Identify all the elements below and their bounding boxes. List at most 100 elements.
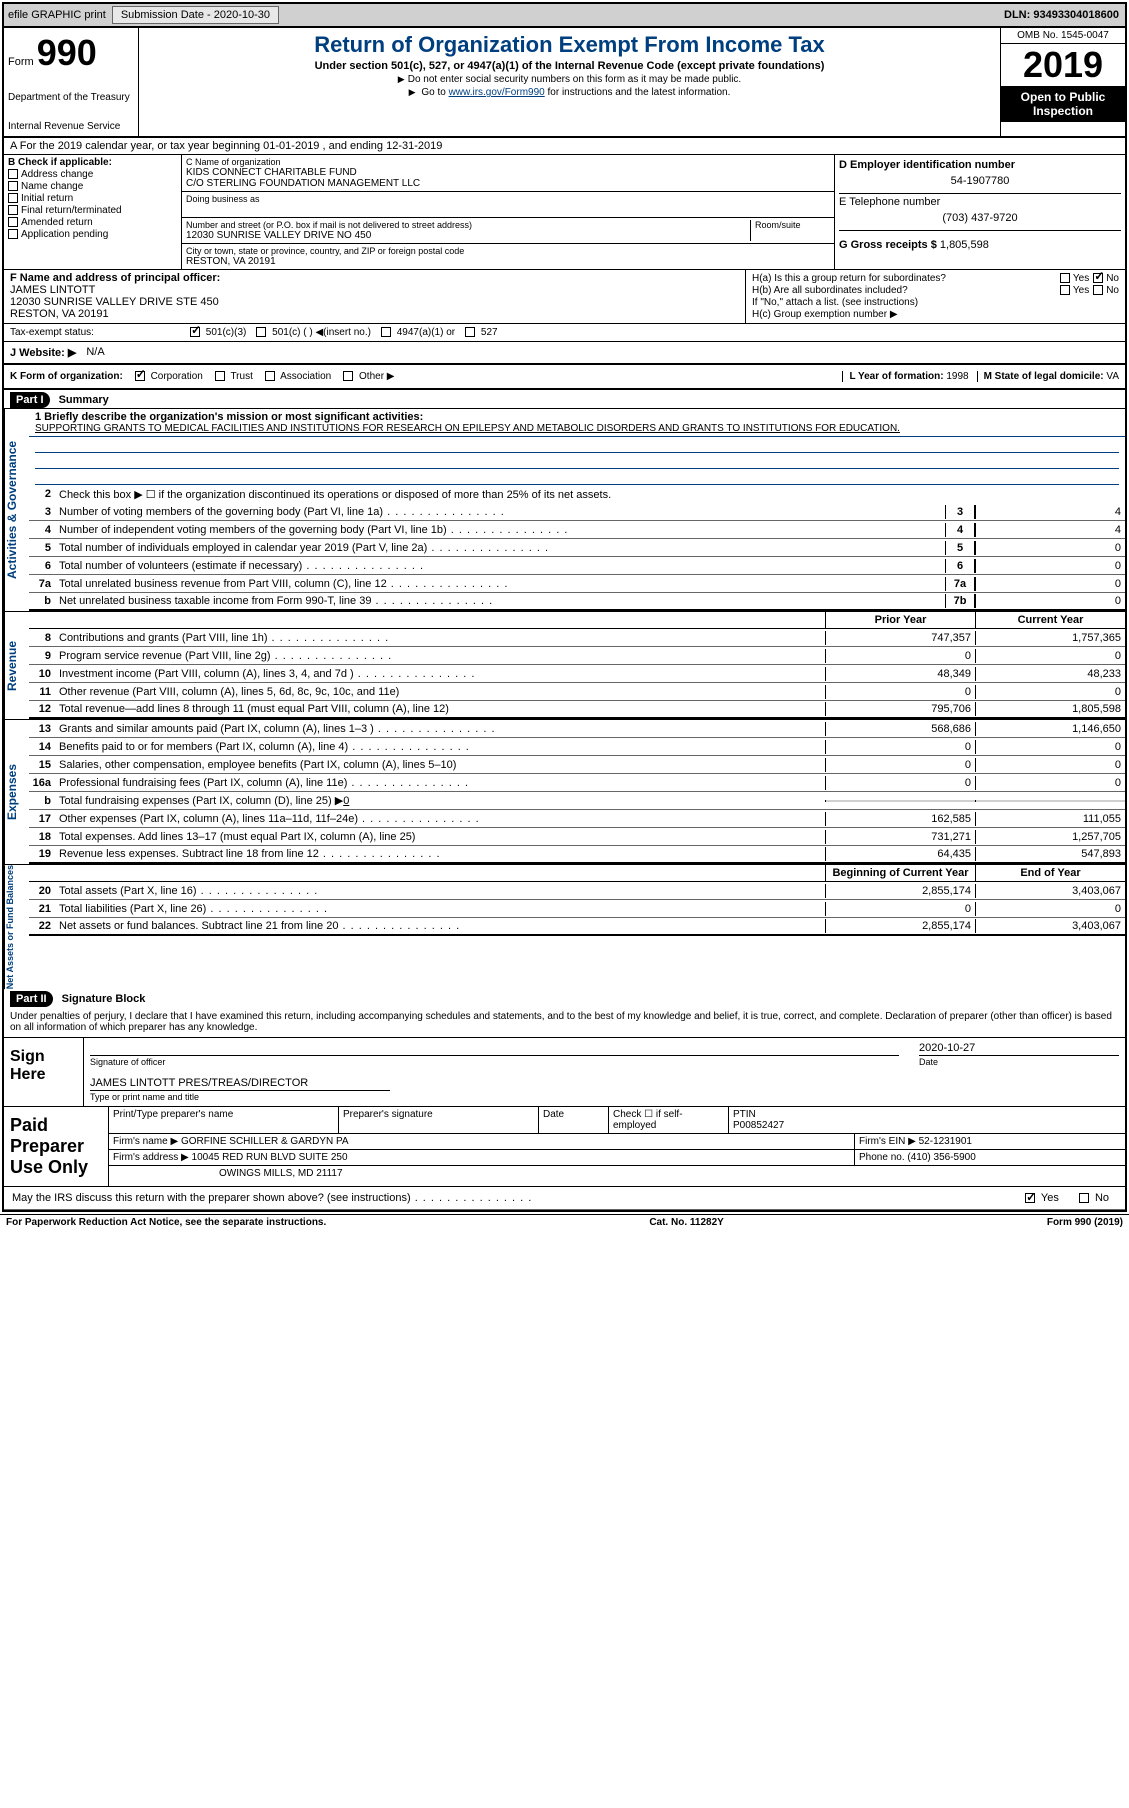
footer-left: For Paperwork Reduction Act Notice, see … [6,1217,326,1228]
header-right: OMB No. 1545-0047 2019 Open to Public In… [1000,28,1125,136]
prep-self-employed: Check ☐ if self-employed [609,1107,729,1133]
penalties-text: Under penalties of perjury, I declare th… [4,1007,1125,1038]
mission-block: 1 Briefly describe the organization's mi… [29,409,1125,437]
j-label: J Website: ▶ [10,346,76,359]
officer-addr2: RESTON, VA 20191 [10,308,739,320]
mission-text: SUPPORTING GRANTS TO MEDICAL FACILITIES … [35,423,1119,434]
ptin-label: PTIN [733,1109,1121,1120]
sig-date-label: Date [919,1057,1119,1067]
dept-irs: Internal Revenue Service [8,121,134,132]
discuss-yes[interactable] [1025,1193,1035,1203]
section-klm: K Form of organization: Corporation Trus… [4,365,1125,390]
phone: (703) 437-9720 [839,208,1121,228]
note-link: Go to www.irs.gov/Form990 for instructio… [143,87,996,98]
line2: Check this box ▶ ☐ if the organization d… [57,487,1125,502]
sig-officer-label: Signature of officer [90,1057,899,1067]
discuss-no[interactable] [1079,1193,1089,1203]
website: N/A [86,346,104,359]
org-address: 12030 SUNRISE VALLEY DRIVE NO 450 [186,230,750,241]
part1-label: Part I [10,392,50,408]
section-i: Tax-exempt status: 501(c)(3) 501(c) ( ) … [4,324,1125,342]
col-begin: Beginning of Current Year [825,865,975,881]
ha-no-check[interactable] [1093,273,1103,283]
hb-note: If "No," attach a list. (see instruction… [752,297,1119,308]
section-governance: Activities & Governance 1 Briefly descri… [4,408,1125,611]
part1-header: Part I Summary [4,390,1125,408]
check-501c3[interactable] [190,327,200,337]
section-net-assets: Net Assets or Fund Balances Beginning of… [4,864,1125,989]
g-label: G Gross receipts $ [839,239,937,251]
header-left: Form 990 Department of the Treasury Inte… [4,28,139,136]
b-label: B Check if applicable: [8,157,177,168]
efile-label: efile GRAPHIC print [4,9,110,21]
paid-preparer-label: Paid Preparer Use Only [4,1107,109,1186]
dept-treasury: Department of the Treasury [8,92,134,103]
footer-right: Form 990 (2019) [1047,1217,1123,1228]
sign-here-label: Sign Here [4,1038,84,1106]
header-mid: Return of Organization Exempt From Incom… [139,28,1000,136]
ha-label: H(a) Is this a group return for subordin… [752,273,1056,284]
form-title: Return of Organization Exempt From Incom… [143,32,996,58]
section-c: C Name of organization KIDS CONNECT CHAR… [182,155,835,269]
dln: DLN: 93493304018600 [1004,9,1125,21]
paid-preparer-row: Paid Preparer Use Only Print/Type prepar… [4,1107,1125,1186]
mission-label: 1 Briefly describe the organization's mi… [35,411,1119,423]
f-label: F Name and address of principal officer: [10,272,739,284]
d-label: D Employer identification number [839,159,1121,171]
prep-date-label: Date [539,1107,609,1133]
footer-mid: Cat. No. 11282Y [649,1217,723,1228]
check-name-change[interactable]: Name change [8,181,177,192]
part2-label: Part II [10,991,53,1007]
section-expenses: Expenses 13Grants and similar amounts pa… [4,719,1125,864]
state-domicile: VA [1106,371,1119,382]
section-f: F Name and address of principal officer:… [4,270,745,323]
e-label: E Telephone number [839,196,1121,208]
footer: For Paperwork Reduction Act Notice, see … [0,1214,1129,1230]
addr-label: Number and street (or P.O. box if mail i… [186,220,750,230]
type-name-label: Type or print name and title [90,1092,1119,1102]
section-revenue: Revenue Prior YearCurrent Year 8Contribu… [4,611,1125,719]
check-pending[interactable]: Application pending [8,229,177,240]
hc-label: H(c) Group exemption number ▶ [752,309,1119,320]
check-amended[interactable]: Amended return [8,217,177,228]
officer-addr1: 12030 SUNRISE VALLEY DRIVE STE 450 [10,296,739,308]
open-inspection: Open to Public Inspection [1001,86,1125,122]
irs-link[interactable]: www.irs.gov/Form990 [449,87,545,98]
section-b: B Check if applicable: Address change Na… [4,155,182,269]
vtab-net-assets: Net Assets or Fund Balances [4,865,29,989]
form-990: efile GRAPHIC print Submission Date - 20… [2,2,1127,1212]
officer-name: JAMES LINTOTT [10,284,739,296]
line3-val: 4 [975,505,1125,519]
c-name-label: C Name of organization [186,157,830,167]
vtab-expenses: Expenses [4,720,29,864]
submission-date-button[interactable]: Submission Date - 2020-10-30 [112,6,279,24]
blank-line [35,437,1119,453]
form-label: Form [8,56,34,68]
sign-here-row: Sign Here Signature of officer 2020-10-2… [4,1038,1125,1107]
check-address-change[interactable]: Address change [8,169,177,180]
dba-label: Doing business as [186,194,830,204]
firm-addr: 10045 RED RUN BLVD SUITE 250 [192,1152,348,1163]
room-label: Room/suite [755,220,830,230]
sig-date: 2020-10-27 [919,1042,1119,1056]
section-h: H(a) Is this a group return for subordin… [745,270,1125,323]
section-bcdeg: B Check if applicable: Address change Na… [4,155,1125,270]
form-subtitle: Under section 501(c), 527, or 4947(a)(1)… [143,60,996,72]
prep-name-label: Print/Type preparer's name [109,1107,339,1133]
check-initial-return[interactable]: Initial return [8,193,177,204]
firm-addr2: OWINGS MILLS, MD 21117 [109,1166,1125,1181]
header: Form 990 Department of the Treasury Inte… [4,28,1125,138]
check-final-return[interactable]: Final return/terminated [8,205,177,216]
col-end: End of Year [975,865,1125,881]
org-name: KIDS CONNECT CHARITABLE FUND [186,167,830,178]
form-number: 990 [37,32,97,73]
ptin-value: P00852427 [733,1120,1121,1131]
discuss-text: May the IRS discuss this return with the… [10,1191,1015,1205]
col-current: Current Year [975,612,1125,628]
blank-line [35,469,1119,485]
note-ssn: Do not enter social security numbers on … [143,74,996,85]
check-corp[interactable] [135,371,145,381]
omb-number: OMB No. 1545-0047 [1001,28,1125,44]
i-label: Tax-exempt status: [10,327,180,338]
year-formation: 1998 [946,371,968,382]
